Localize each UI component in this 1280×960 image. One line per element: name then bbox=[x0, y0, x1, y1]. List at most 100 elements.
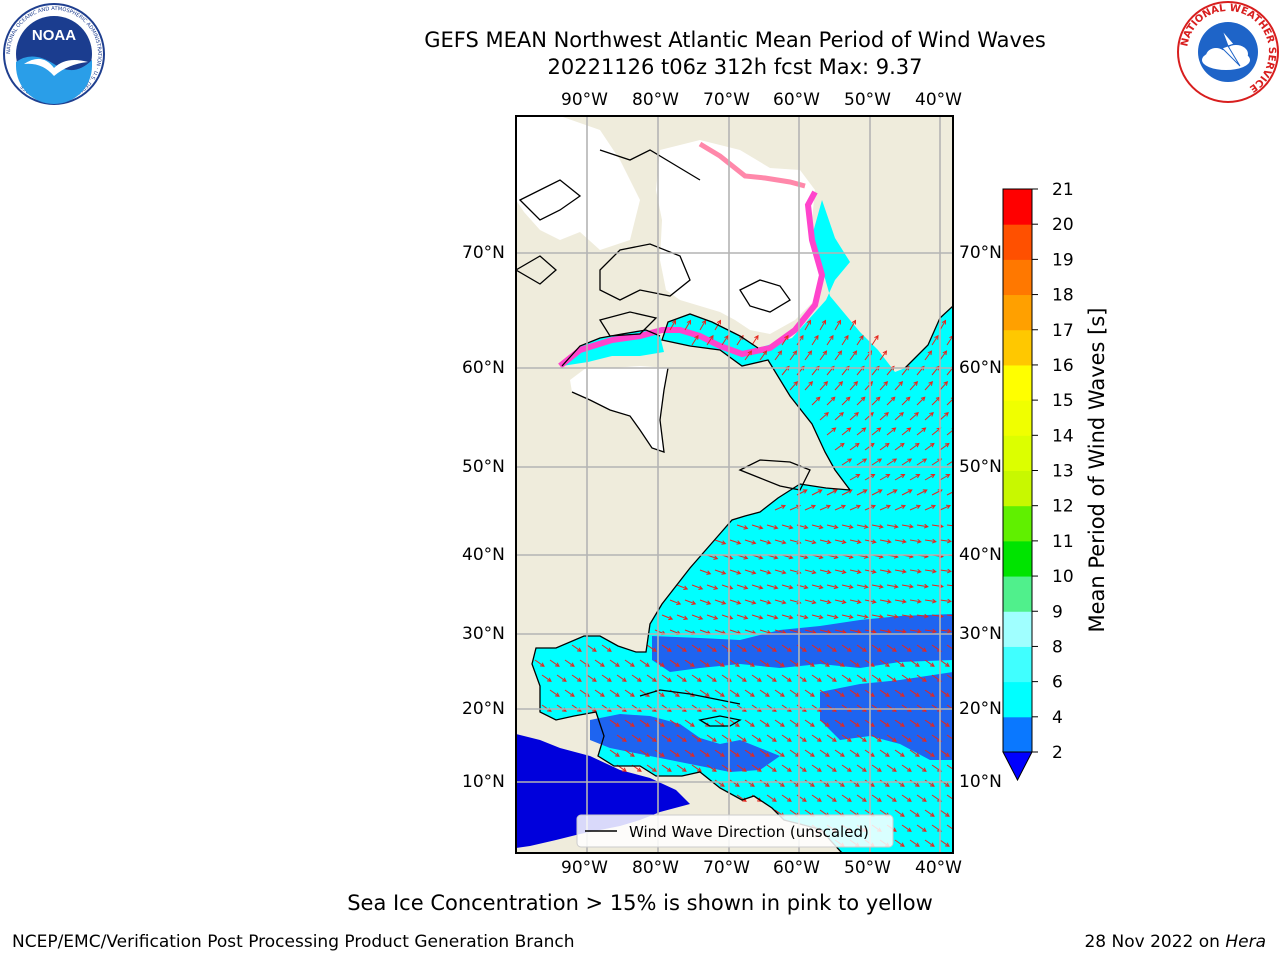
sea-ice-note: Sea Ice Concentration > 15% is shown in … bbox=[347, 891, 933, 915]
wind-wave-arrow bbox=[856, 458, 868, 466]
wind-wave-arrow bbox=[894, 839, 905, 847]
colorbar-bin bbox=[1003, 224, 1032, 260]
lat-label-right: 30°N bbox=[959, 624, 1002, 644]
wind-wave-arrow bbox=[909, 839, 920, 847]
wind-wave-arrow bbox=[676, 584, 689, 590]
colorbar-tick-label: 18 bbox=[1052, 286, 1074, 306]
wind-wave-arrow bbox=[841, 794, 852, 802]
wind-wave-arrow bbox=[811, 524, 824, 530]
wind-wave-arrow bbox=[909, 719, 920, 727]
wind-wave-arrow bbox=[841, 644, 852, 652]
wind-wave-arrow bbox=[661, 674, 672, 682]
wind-wave-arrow bbox=[939, 839, 950, 847]
colorbar-bin bbox=[1003, 259, 1032, 296]
lon-label-bottom: 70°W bbox=[703, 858, 750, 878]
wind-wave-arrow bbox=[871, 644, 882, 652]
wind-wave-arrow bbox=[946, 824, 953, 832]
wind-wave-arrow bbox=[924, 719, 935, 727]
wind-wave-arrow bbox=[631, 674, 642, 682]
wind-wave-arrow bbox=[939, 749, 950, 757]
wind-wave-arrow bbox=[856, 644, 867, 652]
wind-wave-arrow bbox=[841, 334, 849, 346]
wind-wave-arrow bbox=[916, 396, 926, 406]
wind-wave-arrow bbox=[819, 779, 830, 787]
wind-wave-arrow bbox=[774, 504, 787, 511]
wind-wave-arrow bbox=[924, 442, 935, 451]
lon-label-top: 40°W bbox=[915, 90, 962, 110]
wind-wave-arrow bbox=[834, 569, 847, 575]
wind-wave-arrow bbox=[564, 659, 575, 667]
colorbar-bin bbox=[1003, 435, 1032, 471]
wind-wave-arrow bbox=[886, 644, 897, 652]
nws-logo: NATIONAL WEATHER SERVICE bbox=[1177, 1, 1279, 103]
wind-wave-arrow bbox=[924, 504, 937, 511]
colorbar-tick-label: 15 bbox=[1052, 391, 1074, 411]
wind-wave-arrow bbox=[886, 584, 899, 589]
wind-wave-arrow bbox=[916, 674, 927, 682]
wind-wave-arrow bbox=[886, 396, 896, 406]
wind-wave-arrow bbox=[916, 523, 929, 529]
wind-wave-arrow bbox=[834, 539, 847, 545]
wind-wave-arrow bbox=[706, 644, 717, 652]
wind-wave-arrow bbox=[939, 538, 952, 544]
wind-wave-arrow bbox=[901, 794, 912, 802]
wind-wave-arrow bbox=[594, 689, 605, 697]
lon-label-bottom: 50°W bbox=[844, 858, 891, 878]
wind-wave-arrow bbox=[744, 659, 755, 667]
wind-wave-arrow bbox=[684, 719, 695, 727]
wind-wave-arrow bbox=[541, 674, 552, 682]
wind-wave-arrow bbox=[894, 504, 907, 511]
wind-wave-arrow bbox=[916, 794, 927, 802]
wind-wave-arrow bbox=[856, 674, 867, 682]
wind-wave-arrow bbox=[759, 569, 772, 575]
wind-wave-arrow bbox=[781, 734, 792, 742]
lat-label-left: 30°N bbox=[462, 624, 505, 644]
wind-wave-arrow bbox=[924, 411, 934, 421]
wind-wave-arrow bbox=[849, 689, 860, 697]
wind-wave-arrow bbox=[924, 350, 933, 361]
wind-wave-arrow bbox=[714, 569, 727, 575]
wind-wave-arrow bbox=[946, 674, 953, 682]
wind-wave-arrow bbox=[616, 674, 627, 682]
atlantic-low-period-band bbox=[652, 614, 953, 672]
wind-wave-arrow bbox=[856, 584, 869, 589]
wind-wave-arrow bbox=[909, 779, 920, 787]
colorbar-bin bbox=[1003, 681, 1032, 718]
wind-wave-arrow bbox=[939, 442, 950, 451]
wind-wave-arrow bbox=[909, 473, 921, 481]
wind-wave-arrow bbox=[879, 629, 892, 634]
wind-wave-arrow bbox=[796, 334, 804, 346]
wind-wave-arrow bbox=[946, 458, 953, 466]
wind-wave-arrow bbox=[646, 644, 657, 652]
wind-wave-arrow bbox=[819, 569, 832, 575]
wind-wave-arrow bbox=[774, 689, 785, 697]
lat-label-left: 40°N bbox=[462, 545, 505, 565]
wind-wave-arrow bbox=[669, 319, 677, 331]
coastlines bbox=[516, 149, 953, 853]
wind-wave-arrow bbox=[849, 442, 860, 451]
wind-wave-arrow bbox=[714, 659, 725, 667]
wind-wave-arrow bbox=[639, 659, 650, 667]
wind-wave-arrow bbox=[759, 779, 770, 787]
colorbar-tick-label: 11 bbox=[1052, 532, 1074, 552]
wind-wave-arrow bbox=[819, 689, 830, 697]
wind-wave-arrow bbox=[939, 568, 952, 574]
wind-wave-arrow bbox=[766, 734, 777, 742]
wind-wave-arrow bbox=[676, 734, 687, 742]
wind-wave-arrow bbox=[804, 719, 815, 727]
wind-wave-arrow bbox=[774, 539, 787, 545]
colorbar-bin bbox=[1003, 329, 1032, 366]
colorbar-tick-label: 17 bbox=[1052, 321, 1074, 341]
colorbar-bin bbox=[1003, 576, 1032, 612]
lat-label-left: 10°N bbox=[462, 772, 505, 792]
wind-wave-arrow bbox=[939, 809, 950, 817]
wind-wave-arrow bbox=[804, 539, 817, 545]
wind-wave-arrow bbox=[804, 319, 812, 331]
colorbar-bin bbox=[1003, 505, 1032, 542]
map-subtitle: 20221126 t06z 312h fcst Max: 9.37 bbox=[547, 55, 923, 79]
wind-wave-arrow bbox=[901, 396, 911, 406]
wind-wave-arrow bbox=[774, 569, 787, 575]
wind-wave-arrow bbox=[841, 614, 854, 620]
wind-wave-arrow bbox=[871, 614, 884, 619]
